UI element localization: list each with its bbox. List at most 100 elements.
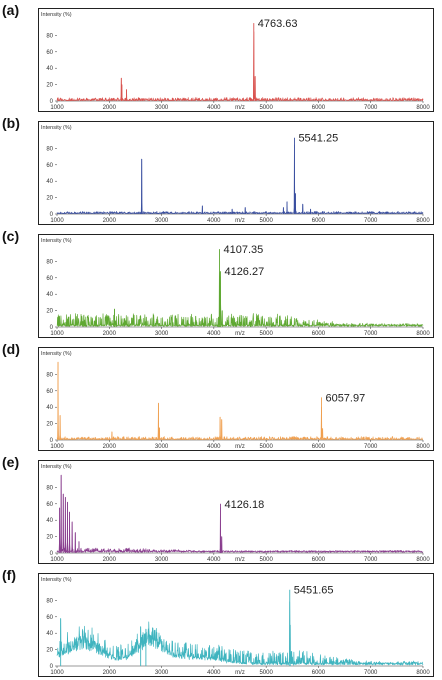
x-tick-label: 2000: [103, 331, 117, 337]
y-axis-title: Intensity (%): [41, 351, 72, 357]
x-tick-label: 8000: [416, 670, 430, 676]
y-tick-label: 0: [50, 551, 54, 557]
y-tick-label: 0: [50, 438, 54, 444]
y-tick-label: 80: [46, 146, 53, 152]
x-tick-label: 7000: [364, 444, 378, 450]
y-tick-label: 60: [46, 276, 53, 282]
x-tick-label: 7000: [364, 557, 378, 563]
y-axis-title: Intensity (%): [41, 125, 72, 131]
spectrum-trace: [56, 361, 424, 441]
x-tick-label: 4000: [207, 105, 221, 111]
y-tick-label: 60: [46, 502, 53, 508]
x-axis-title: m/z: [235, 218, 245, 224]
x-tick-label: 4000: [207, 218, 221, 224]
spectrum-plot: Intensity (%) 0 20 40 60 80 1000 2000 3000 4000 50…: [41, 125, 430, 224]
x-tick-label: 6000: [312, 670, 326, 676]
x-tick-label: 7000: [364, 670, 378, 676]
peak-label: 4126.27: [224, 266, 264, 278]
spectrum-panel: (d) Intensity (%) 0 20 40 60 80 1000 2000 3000 400…: [0, 341, 442, 451]
x-tick-label: 7000: [364, 218, 378, 224]
x-tick-label: 5000: [259, 557, 273, 563]
plot-frame: Intensity (%) 0 20 40 60 80 1000 2000 3000 4000 50…: [38, 8, 434, 112]
y-axis-title: Intensity (%): [41, 238, 72, 244]
x-tick-label: 3000: [155, 557, 169, 563]
y-tick-label: 20: [46, 422, 53, 428]
x-tick-label: 7000: [364, 331, 378, 337]
x-tick-label: 2000: [103, 670, 117, 676]
x-tick-label: 3000: [155, 331, 169, 337]
x-tick-label: 7000: [364, 105, 378, 111]
peak-label: 6057.97: [325, 392, 365, 404]
y-tick-label: 40: [46, 518, 53, 524]
x-tick-label: 1000: [50, 218, 64, 224]
x-tick-label: 6000: [312, 444, 326, 450]
spectrum-panel: (b) Intensity (%) 0 20 40 60 80 1000 2000 3000 400…: [0, 115, 442, 225]
x-tick-label: 6000: [312, 557, 326, 563]
x-tick-label: 4000: [207, 444, 221, 450]
spectrum-trace: [56, 601, 424, 666]
spectrum-plot: Intensity (%) 0 20 40 60 80 1000 2000 3000 4000 50…: [41, 577, 430, 676]
y-tick-label: 0: [50, 664, 54, 670]
x-tick-label: 8000: [416, 331, 430, 337]
x-tick-label: 1000: [50, 444, 64, 450]
spectrum-panel: (f) Intensity (%) 0 20 40 60 80 1000 2000 3000 400…: [0, 567, 442, 677]
y-axis-title: Intensity (%): [41, 12, 72, 18]
y-tick-label: 20: [46, 535, 53, 541]
x-tick-label: 4000: [207, 557, 221, 563]
y-tick-label: 80: [46, 485, 53, 491]
panel-label: (c): [2, 228, 20, 244]
y-tick-label: 40: [46, 66, 53, 72]
x-tick-label: 4000: [207, 331, 221, 337]
panel-label: (e): [2, 454, 20, 470]
y-axis-title: Intensity (%): [41, 464, 72, 470]
x-tick-label: 8000: [416, 557, 430, 563]
peak-label: 4763.63: [258, 18, 298, 30]
y-tick-label: 0: [50, 325, 54, 331]
peak-label: 4126.18: [224, 499, 264, 511]
x-tick-label: 5000: [259, 444, 273, 450]
spectrum-plot: Intensity (%) 0 20 40 60 80 1000 2000 3000 4000 50…: [41, 464, 430, 563]
plot-frame: Intensity (%) 0 20 40 60 80 1000 2000 3000 4000 50…: [38, 460, 434, 564]
y-tick-label: 20: [46, 648, 53, 654]
spectrum-panel: (a) Intensity (%) 0 20 40 60 80 1000 2000 3000 400…: [0, 2, 442, 112]
spectrum-panel: (c) Intensity (%) 0 20 40 60 80 1000 2000 3000 400…: [0, 228, 442, 338]
spectrum-trace: [56, 474, 424, 553]
panel-label: (b): [2, 115, 20, 131]
y-tick-label: 40: [46, 405, 53, 411]
x-tick-label: 1000: [50, 670, 64, 676]
x-tick-label: 3000: [155, 218, 169, 224]
y-tick-label: 60: [46, 50, 53, 56]
x-tick-label: 3000: [155, 444, 169, 450]
x-axis-title: m/z: [235, 331, 245, 337]
plot-frame: Intensity (%) 0 20 40 60 80 1000 2000 3000 4000 50…: [38, 121, 434, 225]
plot-frame: Intensity (%) 0 20 40 60 80 1000 2000 3000 4000 50…: [38, 234, 434, 338]
x-tick-label: 8000: [416, 444, 430, 450]
y-tick-label: 40: [46, 292, 53, 298]
x-tick-label: 8000: [416, 218, 430, 224]
x-tick-label: 6000: [312, 331, 326, 337]
y-tick-label: 20: [46, 83, 53, 89]
x-axis-title: m/z: [235, 670, 245, 676]
x-tick-label: 6000: [312, 105, 326, 111]
y-tick-label: 80: [46, 259, 53, 265]
x-tick-label: 2000: [103, 444, 117, 450]
peak-label: 4107.35: [223, 244, 263, 256]
spectrum-plot: Intensity (%) 0 20 40 60 80 1000 2000 3000 4000 50…: [41, 12, 430, 111]
x-tick-label: 5000: [259, 670, 273, 676]
panel-label: (d): [2, 341, 20, 357]
y-tick-label: 20: [46, 309, 53, 315]
x-axis-title: m/z: [235, 105, 245, 111]
x-tick-label: 2000: [103, 218, 117, 224]
y-tick-label: 80: [46, 598, 53, 604]
x-tick-label: 5000: [259, 331, 273, 337]
y-axis-title: Intensity (%): [41, 577, 72, 583]
panel-label: (f): [2, 567, 16, 583]
x-tick-label: 1000: [50, 105, 64, 111]
x-tick-label: 2000: [103, 557, 117, 563]
y-tick-label: 80: [46, 372, 53, 378]
panel-label: (a): [2, 2, 20, 18]
y-tick-label: 60: [46, 389, 53, 395]
plot-frame: Intensity (%) 0 20 40 60 80 1000 2000 3000 4000 50…: [38, 347, 434, 451]
x-tick-label: 3000: [155, 670, 169, 676]
spectrum-panel: (e) Intensity (%) 0 20 40 60 80 1000 2000 3000 400…: [0, 454, 442, 564]
